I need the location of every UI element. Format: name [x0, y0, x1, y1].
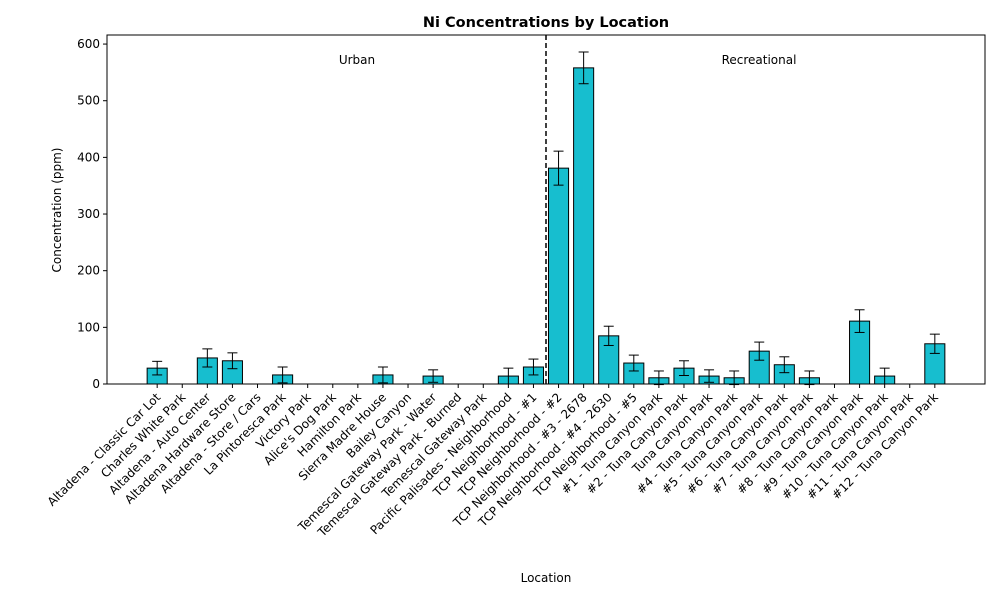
x-axis-label: Location — [521, 571, 572, 585]
y-axis-label: Concentration (ppm) — [50, 148, 64, 273]
y-tick-label: 400 — [77, 150, 100, 164]
y-tick-label: 500 — [77, 94, 100, 108]
y-tick-label: 200 — [77, 264, 100, 278]
annotation: Urban — [339, 53, 375, 67]
chart-title: Ni Concentrations by Location — [423, 15, 669, 31]
annotation: Recreational — [722, 53, 797, 67]
y-tick-label: 100 — [77, 320, 100, 334]
bar — [548, 167, 570, 385]
plot-frame — [106, 34, 986, 385]
bar — [573, 67, 595, 385]
y-tick-label: 0 — [92, 377, 100, 391]
y-tick-label: 600 — [77, 37, 100, 51]
y-tick-label: 300 — [77, 207, 100, 221]
